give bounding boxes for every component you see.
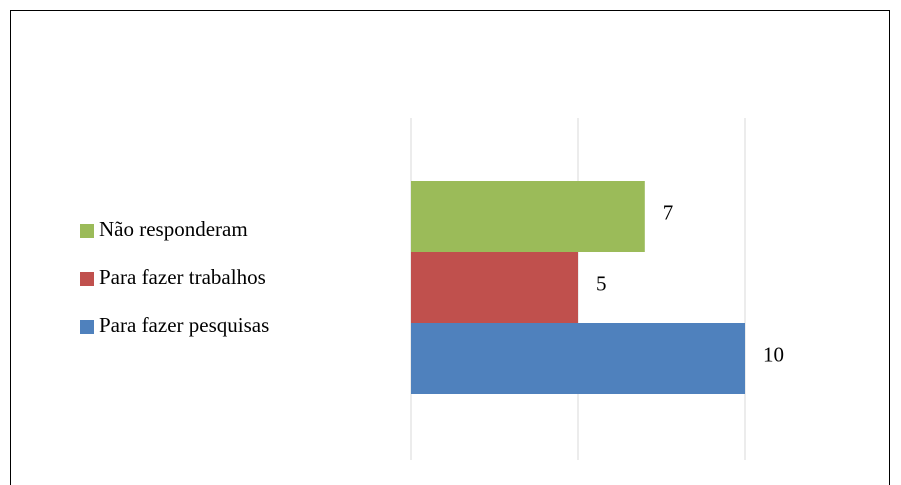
legend-swatch <box>80 272 94 286</box>
legend-swatch <box>80 224 94 238</box>
legend-swatch <box>80 320 94 334</box>
bar <box>411 252 578 323</box>
data-label: 10 <box>763 342 784 366</box>
legend-label: Para fazer trabalhos <box>99 265 266 289</box>
bar <box>411 323 745 394</box>
bar <box>411 181 645 252</box>
legend-label: Não responderam <box>99 217 248 241</box>
data-label: 7 <box>663 200 674 224</box>
data-label: 5 <box>596 271 607 295</box>
legend-label: Para fazer pesquisas <box>99 313 269 337</box>
chart-frame <box>10 10 890 485</box>
